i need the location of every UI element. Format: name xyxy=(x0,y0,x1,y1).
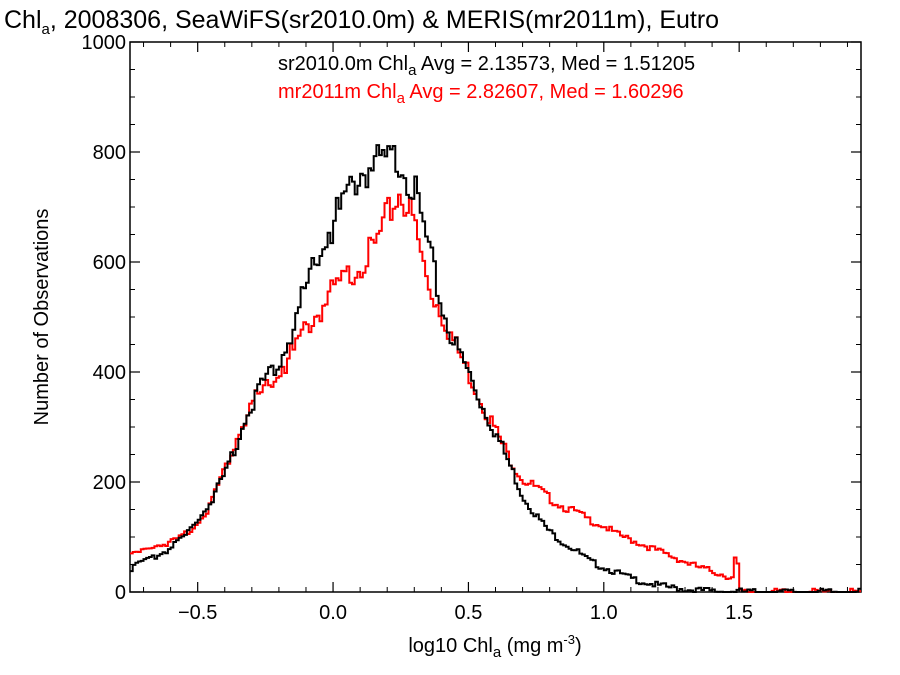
chart-title: Chla, 2008306, SeaWiFS(sr2010.0m) & MERI… xyxy=(4,6,719,38)
plot-area: −0.5 0.0 0.5 1.0 1.5 0 200 400 600 800 1000 xyxy=(82,32,862,624)
y-tick-label: 1000 xyxy=(82,32,127,54)
x-tick-label: 0.0 xyxy=(319,602,347,624)
y-axis-label: Number of Observations xyxy=(31,209,53,426)
x-tick-label: 1.5 xyxy=(725,602,753,624)
y-tick-label: 200 xyxy=(93,472,126,494)
series-mr2011m xyxy=(130,193,861,593)
x-axis-label: log10 Chla (mg m-3) xyxy=(408,632,581,661)
annotations: sr2010.0m Chla Avg = 2.13573, Med = 1.51… xyxy=(278,53,695,107)
x-tick-label: 0.5 xyxy=(455,602,483,624)
x-tick-label: −0.5 xyxy=(178,602,217,624)
y-tick-label: 600 xyxy=(93,252,126,274)
annotation-sr2010: sr2010.0m Chla Avg = 2.13573, Med = 1.51… xyxy=(278,53,695,79)
y-tick-label: 800 xyxy=(93,142,126,164)
annotation-mr2011: mr2011m Chla Avg = 2.82607, Med = 1.6029… xyxy=(278,81,684,107)
y-tick-label: 400 xyxy=(93,362,126,384)
plot-frame xyxy=(129,41,862,593)
series-sr2010.0m xyxy=(130,144,861,593)
x-tick-label: 1.0 xyxy=(590,602,618,624)
y-tick-label: 0 xyxy=(115,582,126,604)
